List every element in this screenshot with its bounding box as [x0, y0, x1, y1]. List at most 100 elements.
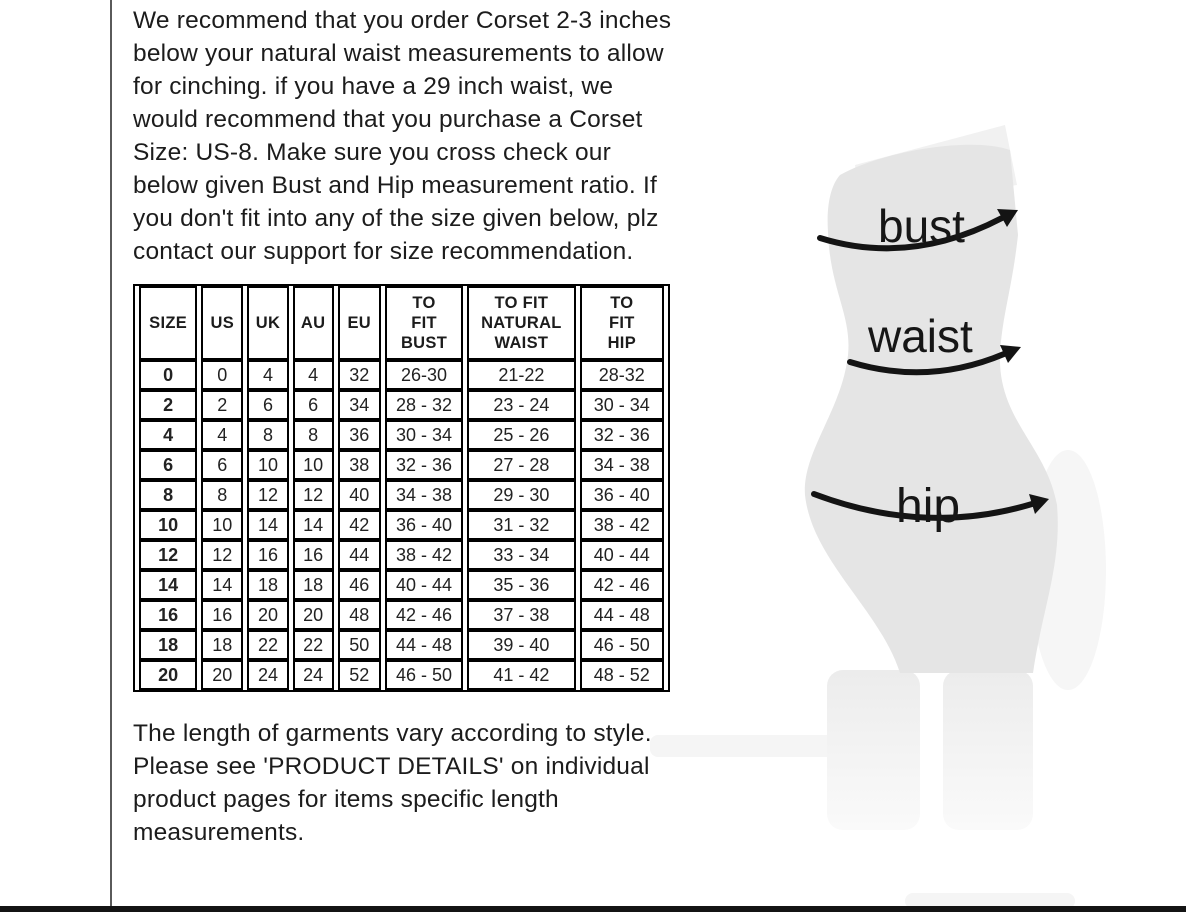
- column-header: EU: [337, 286, 381, 361]
- column-header: UK: [247, 286, 289, 361]
- value-cell: 28-32: [579, 360, 664, 391]
- value-cell: 2: [201, 390, 244, 421]
- value-cell: 38 - 42: [579, 510, 664, 541]
- value-cell: 46 - 50: [384, 660, 464, 691]
- right-leg: [943, 670, 1033, 830]
- header-row: SIZE US UK AU EU TO FIT BUST TO FIT NATURAL WA…: [139, 286, 664, 361]
- value-cell: 24: [247, 660, 289, 691]
- value-cell: 18: [201, 630, 244, 661]
- value-cell: 50: [337, 630, 381, 661]
- value-cell: 27 - 28: [467, 450, 576, 481]
- value-cell: 40 - 44: [384, 570, 464, 601]
- left-divider-line: [110, 0, 112, 906]
- value-cell: 14: [247, 510, 289, 541]
- table-row: 2 2 6 6 34 28 - 32 23 - 24 30 - 34: [139, 390, 664, 421]
- table-row: 16 16 20 20 48 42 - 46 37 - 38 44 - 48: [139, 600, 664, 631]
- value-cell: 40: [337, 480, 381, 511]
- value-cell: 14: [292, 510, 334, 541]
- bottom-border-bar: [0, 906, 1186, 912]
- main-content-column: We recommend that you order Corset 2-3 i…: [133, 4, 678, 849]
- bust-arrow: [817, 215, 1005, 252]
- table-row: 8 8 12 12 40 34 - 38 29 - 30 36 - 40: [139, 480, 664, 511]
- value-cell: 28 - 32: [384, 390, 464, 421]
- bust-arrowhead: [997, 209, 1018, 227]
- size-chart-header: SIZE US UK AU EU TO FIT BUST TO FIT NATURAL WA…: [139, 286, 664, 361]
- table-row: 4 4 8 8 36 30 - 34 25 - 26 32 - 36: [139, 420, 664, 451]
- value-cell: 8: [247, 420, 289, 451]
- value-cell: 39 - 40: [467, 630, 576, 661]
- value-cell: 36 - 40: [384, 510, 464, 541]
- value-cell: 37 - 38: [467, 600, 576, 631]
- value-cell: 14: [201, 570, 244, 601]
- value-cell: 29 - 30: [467, 480, 576, 511]
- value-cell: 34 - 38: [384, 480, 464, 511]
- value-cell: 8: [201, 480, 244, 511]
- value-cell: 10: [201, 510, 244, 541]
- table-row: 10 10 14 14 42 36 - 40 31 - 32 38 - 42: [139, 510, 664, 541]
- value-cell: 36 - 40: [579, 480, 664, 511]
- value-cell: 20: [247, 600, 289, 631]
- value-cell: 12: [292, 480, 334, 511]
- value-cell: 16: [292, 540, 334, 571]
- table-row: 12 12 16 16 44 38 - 42 33 - 34 40 - 44: [139, 540, 664, 571]
- value-cell: 16: [247, 540, 289, 571]
- value-cell: 44: [337, 540, 381, 571]
- value-cell: 42 - 46: [384, 600, 464, 631]
- value-cell: 34 - 38: [579, 450, 664, 481]
- value-cell: 41 - 42: [467, 660, 576, 691]
- table-row: 18 18 22 22 50 44 - 48 39 - 40 46 - 50: [139, 630, 664, 661]
- value-cell: 18: [247, 570, 289, 601]
- size-cell: 0: [139, 360, 198, 391]
- size-cell: 16: [139, 600, 198, 631]
- value-cell: 23 - 24: [467, 390, 576, 421]
- torso-silhouette: [804, 144, 1058, 673]
- hip-arrow: [811, 491, 1035, 521]
- value-cell: 16: [201, 600, 244, 631]
- value-cell: 36: [337, 420, 381, 451]
- left-leg: [827, 670, 920, 830]
- value-cell: 6: [247, 390, 289, 421]
- value-cell: 30 - 34: [579, 390, 664, 421]
- bust-label: bust: [878, 200, 965, 252]
- table-row: 6 6 10 10 38 32 - 36 27 - 28 34 - 38: [139, 450, 664, 481]
- value-cell: 20: [201, 660, 244, 691]
- hip-arrowhead: [1029, 494, 1049, 514]
- table-row: 14 14 18 18 46 40 - 44 35 - 36 42 - 46: [139, 570, 664, 601]
- value-cell: 20: [292, 600, 334, 631]
- value-cell: 4: [247, 360, 289, 391]
- value-cell: 46: [337, 570, 381, 601]
- value-cell: 44 - 48: [579, 600, 664, 631]
- size-cell: 10: [139, 510, 198, 541]
- value-cell: 42: [337, 510, 381, 541]
- column-header: US: [201, 286, 244, 361]
- value-cell: 35 - 36: [467, 570, 576, 601]
- body-measurement-figure: bust waist hip: [780, 90, 1186, 870]
- size-chart-table: SIZE US UK AU EU TO FIT BUST TO FIT NATURAL WA…: [133, 284, 670, 693]
- column-header: AU: [292, 286, 334, 361]
- value-cell: 34: [337, 390, 381, 421]
- waist-arrow: [847, 351, 1007, 376]
- value-cell: 38: [337, 450, 381, 481]
- value-cell: 12: [247, 480, 289, 511]
- value-cell: 24: [292, 660, 334, 691]
- value-cell: 33 - 34: [467, 540, 576, 571]
- value-cell: 26-30: [384, 360, 464, 391]
- intro-paragraph: We recommend that you order Corset 2-3 i…: [133, 7, 672, 265]
- size-cell: 2: [139, 390, 198, 421]
- size-cell: 6: [139, 450, 198, 481]
- size-cell: 12: [139, 540, 198, 571]
- value-cell: 22: [292, 630, 334, 661]
- value-cell: 46 - 50: [579, 630, 664, 661]
- hip-label: hip: [896, 480, 960, 533]
- table-row: 0 0 4 4 32 26-30 21-22 28-32: [139, 360, 664, 391]
- waist-arrowhead: [1000, 345, 1021, 363]
- value-cell: 30 - 34: [384, 420, 464, 451]
- value-cell: 25 - 26: [467, 420, 576, 451]
- footer-paragraph: The length of garments vary according to…: [133, 720, 652, 847]
- column-header: TO FIT BUST: [384, 286, 464, 361]
- column-header: TO FIT NATURAL WAIST: [467, 286, 576, 361]
- size-chart-body: 0 0 4 4 32 26-30 21-22 28-32 2 2 6 6 34 28 - 32 23 - 2…: [139, 360, 664, 691]
- size-cell: 20: [139, 660, 198, 691]
- column-header: TO FIT HIP: [579, 286, 664, 361]
- value-cell: 10: [292, 450, 334, 481]
